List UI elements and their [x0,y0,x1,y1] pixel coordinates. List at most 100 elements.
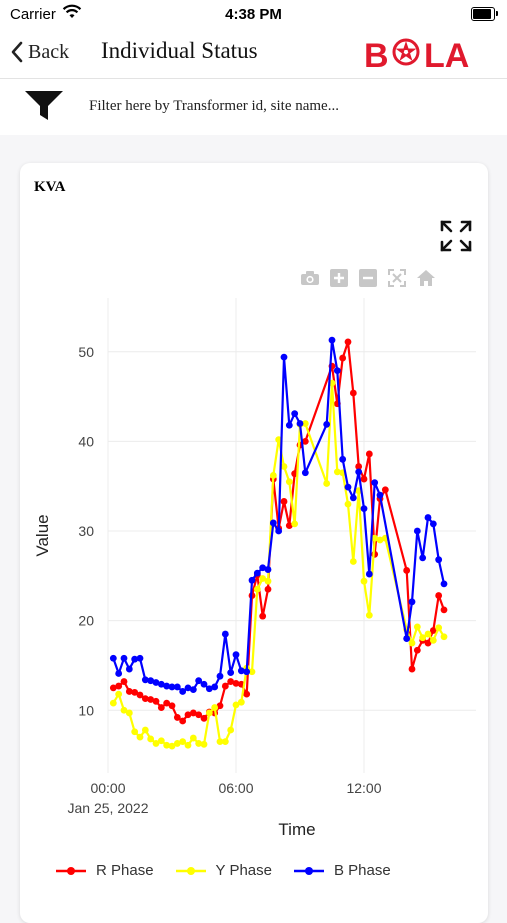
zoom-in-icon[interactable] [329,268,349,288]
data-point-y-phase [333,468,341,476]
legend-swatch-b-phase [293,866,324,875]
data-point-r-phase [259,612,267,620]
data-point-b-phase [179,688,187,695]
status-bar: Carrier 4:38 PM [0,0,507,30]
data-point-y-phase [125,709,133,717]
data-point-b-phase [195,677,203,685]
data-point-y-phase [163,741,171,749]
data-point-b-phase [147,677,155,685]
data-point-b-phase [109,654,117,662]
data-point-r-phase [365,450,373,458]
autoscale-icon[interactable] [387,268,407,288]
expand-fullscreen-icon[interactable] [439,219,473,253]
data-point-b-phase [403,635,411,642]
data-point-r-phase [168,702,176,710]
data-point-y-phase [131,728,139,736]
data-point-r-phase [429,627,437,634]
data-point-r-phase [403,567,411,574]
data-point-b-phase [323,420,331,428]
data-point-r-phase [109,684,117,692]
data-point-r-phase [157,704,165,711]
data-point-y-phase [189,734,197,742]
data-point-b-phase [221,630,229,638]
data-point-b-phase [157,680,165,688]
zoom-out-icon[interactable] [358,268,378,288]
legend-swatch-r-phase [56,866,86,875]
data-point-b-phase [355,468,363,476]
back-button[interactable]: Back [10,36,69,68]
legend-label-b-phase: B Phase [333,862,391,879]
data-point-b-phase [301,469,309,477]
data-point-b-phase [339,455,347,463]
data-point-b-phase [243,668,251,676]
data-point-b-phase [349,494,357,502]
clock-time: 4:38 PM [225,6,282,23]
data-point-y-phase [184,741,192,749]
data-point-b-phase [371,479,379,487]
data-point-y-phase [248,668,256,676]
data-point-r-phase [189,709,197,717]
legend-item-b-phase[interactable]: B Phase [293,862,391,879]
data-point-r-phase [355,463,363,470]
data-point-y-phase [413,623,421,631]
data-point-r-phase [136,691,144,699]
data-point-b-phase [365,570,373,578]
data-point-y-phase [429,636,437,644]
data-point-b-phase [200,680,208,688]
data-point-b-phase [237,667,245,675]
x-tick-date-label: Jan 25, 2022 [68,800,149,816]
data-point-y-phase [141,726,149,734]
data-point-b-phase [285,421,293,429]
data-point-r-phase [301,437,309,445]
filter-bar[interactable]: Filter here by Transformer id, site name… [0,79,507,135]
data-point-y-phase [120,706,128,714]
kva-line-chart[interactable]: 10 20 30 40 50 00:00 Jan 25, 2022 06:00 12:00 Tim… [20,163,488,853]
data-point-b-phase [211,683,219,691]
series-line-b-phase [112,339,446,693]
data-point-y-phase [136,733,144,741]
data-point-b-phase [205,685,213,693]
data-point-r-phase [243,690,251,698]
data-point-b-phase [424,514,432,521]
legend-item-r-phase[interactable]: R Phase [56,862,154,879]
data-point-y-phase [440,633,448,641]
camera-icon[interactable] [300,268,320,288]
data-point-y-phase [195,740,203,747]
data-point-y-phase [253,585,261,593]
data-point-b-phase [269,519,277,527]
data-point-b-phase [440,580,448,588]
data-point-b-phase [184,684,192,692]
legend-swatch-y-phase [175,866,206,875]
data-point-y-phase [168,742,176,750]
data-point-b-phase [125,665,133,673]
data-point-y-phase [365,611,373,619]
funnel-filter-icon[interactable] [24,89,64,123]
data-point-y-phase [147,735,155,743]
data-point-b-phase [232,651,240,659]
data-point-r-phase [120,678,128,685]
legend-item-y-phase[interactable]: Y Phase [175,862,272,879]
data-point-r-phase [360,475,368,483]
data-point-b-phase [152,679,160,686]
carrier-label: Carrier [10,6,56,23]
data-point-b-phase [291,410,299,418]
data-point-y-phase [408,639,416,647]
data-point-y-phase [376,536,384,544]
data-point-r-phase [440,606,448,614]
data-point-y-phase [419,634,427,642]
battery-icon [471,7,498,21]
data-point-y-phase [259,575,267,582]
data-point-y-phase [200,740,208,748]
data-point-r-phase [344,338,352,346]
data-point-b-phase [344,483,352,491]
data-point-r-phase [285,522,293,530]
data-point-r-phase [115,682,123,690]
data-point-b-phase [296,420,304,427]
data-point-r-phase [125,688,133,695]
navigation-bar: Back Individual Status B LA [0,30,507,79]
data-point-r-phase [424,639,432,647]
reset-axes-home-icon[interactable] [416,268,436,288]
y-tick-label: 50 [78,344,94,360]
data-point-r-phase [232,679,240,687]
data-point-y-phase [179,738,187,746]
